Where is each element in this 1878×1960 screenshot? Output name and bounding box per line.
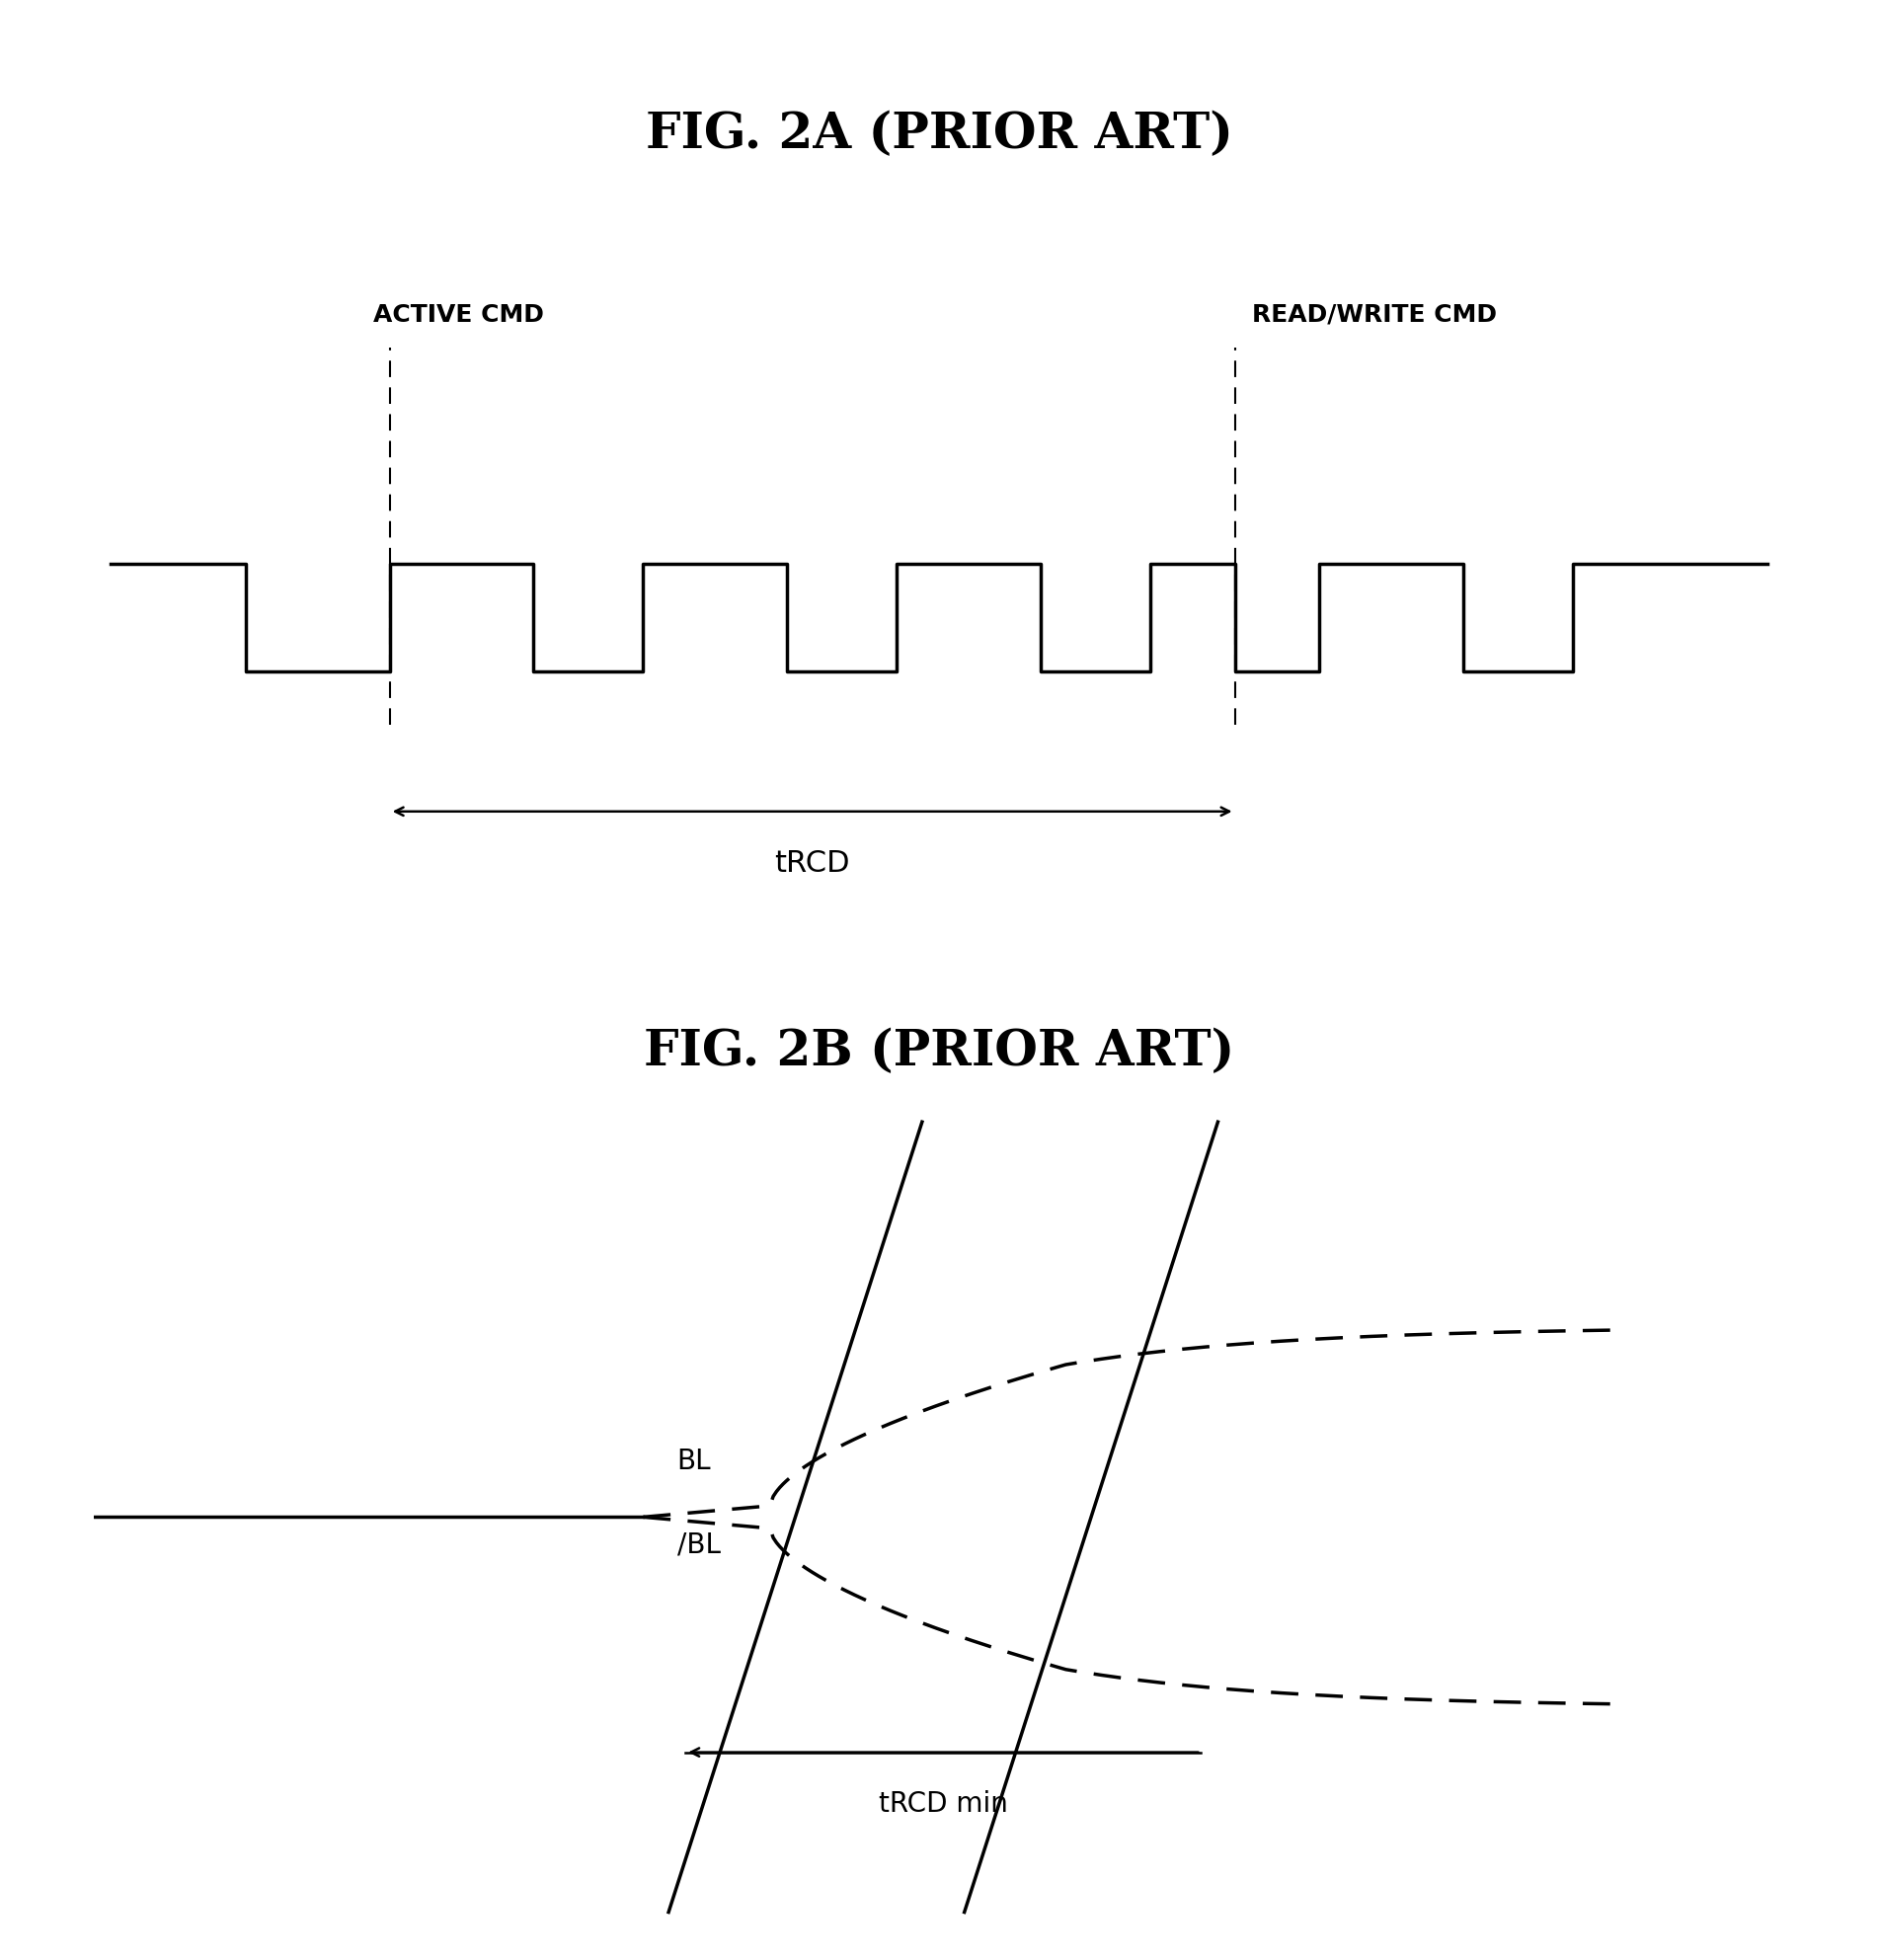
Text: tRCD: tRCD <box>774 849 851 878</box>
Text: /BL: /BL <box>678 1531 721 1558</box>
Text: ACTIVE CMD: ACTIVE CMD <box>374 302 543 325</box>
Text: FIG. 2A (PRIOR ART): FIG. 2A (PRIOR ART) <box>646 110 1232 159</box>
Text: BL: BL <box>678 1446 712 1474</box>
Text: READ/WRITE CMD: READ/WRITE CMD <box>1251 302 1497 325</box>
Text: tRCD min: tRCD min <box>879 1789 1008 1817</box>
Text: FIG. 2B (PRIOR ART): FIG. 2B (PRIOR ART) <box>644 1027 1234 1076</box>
